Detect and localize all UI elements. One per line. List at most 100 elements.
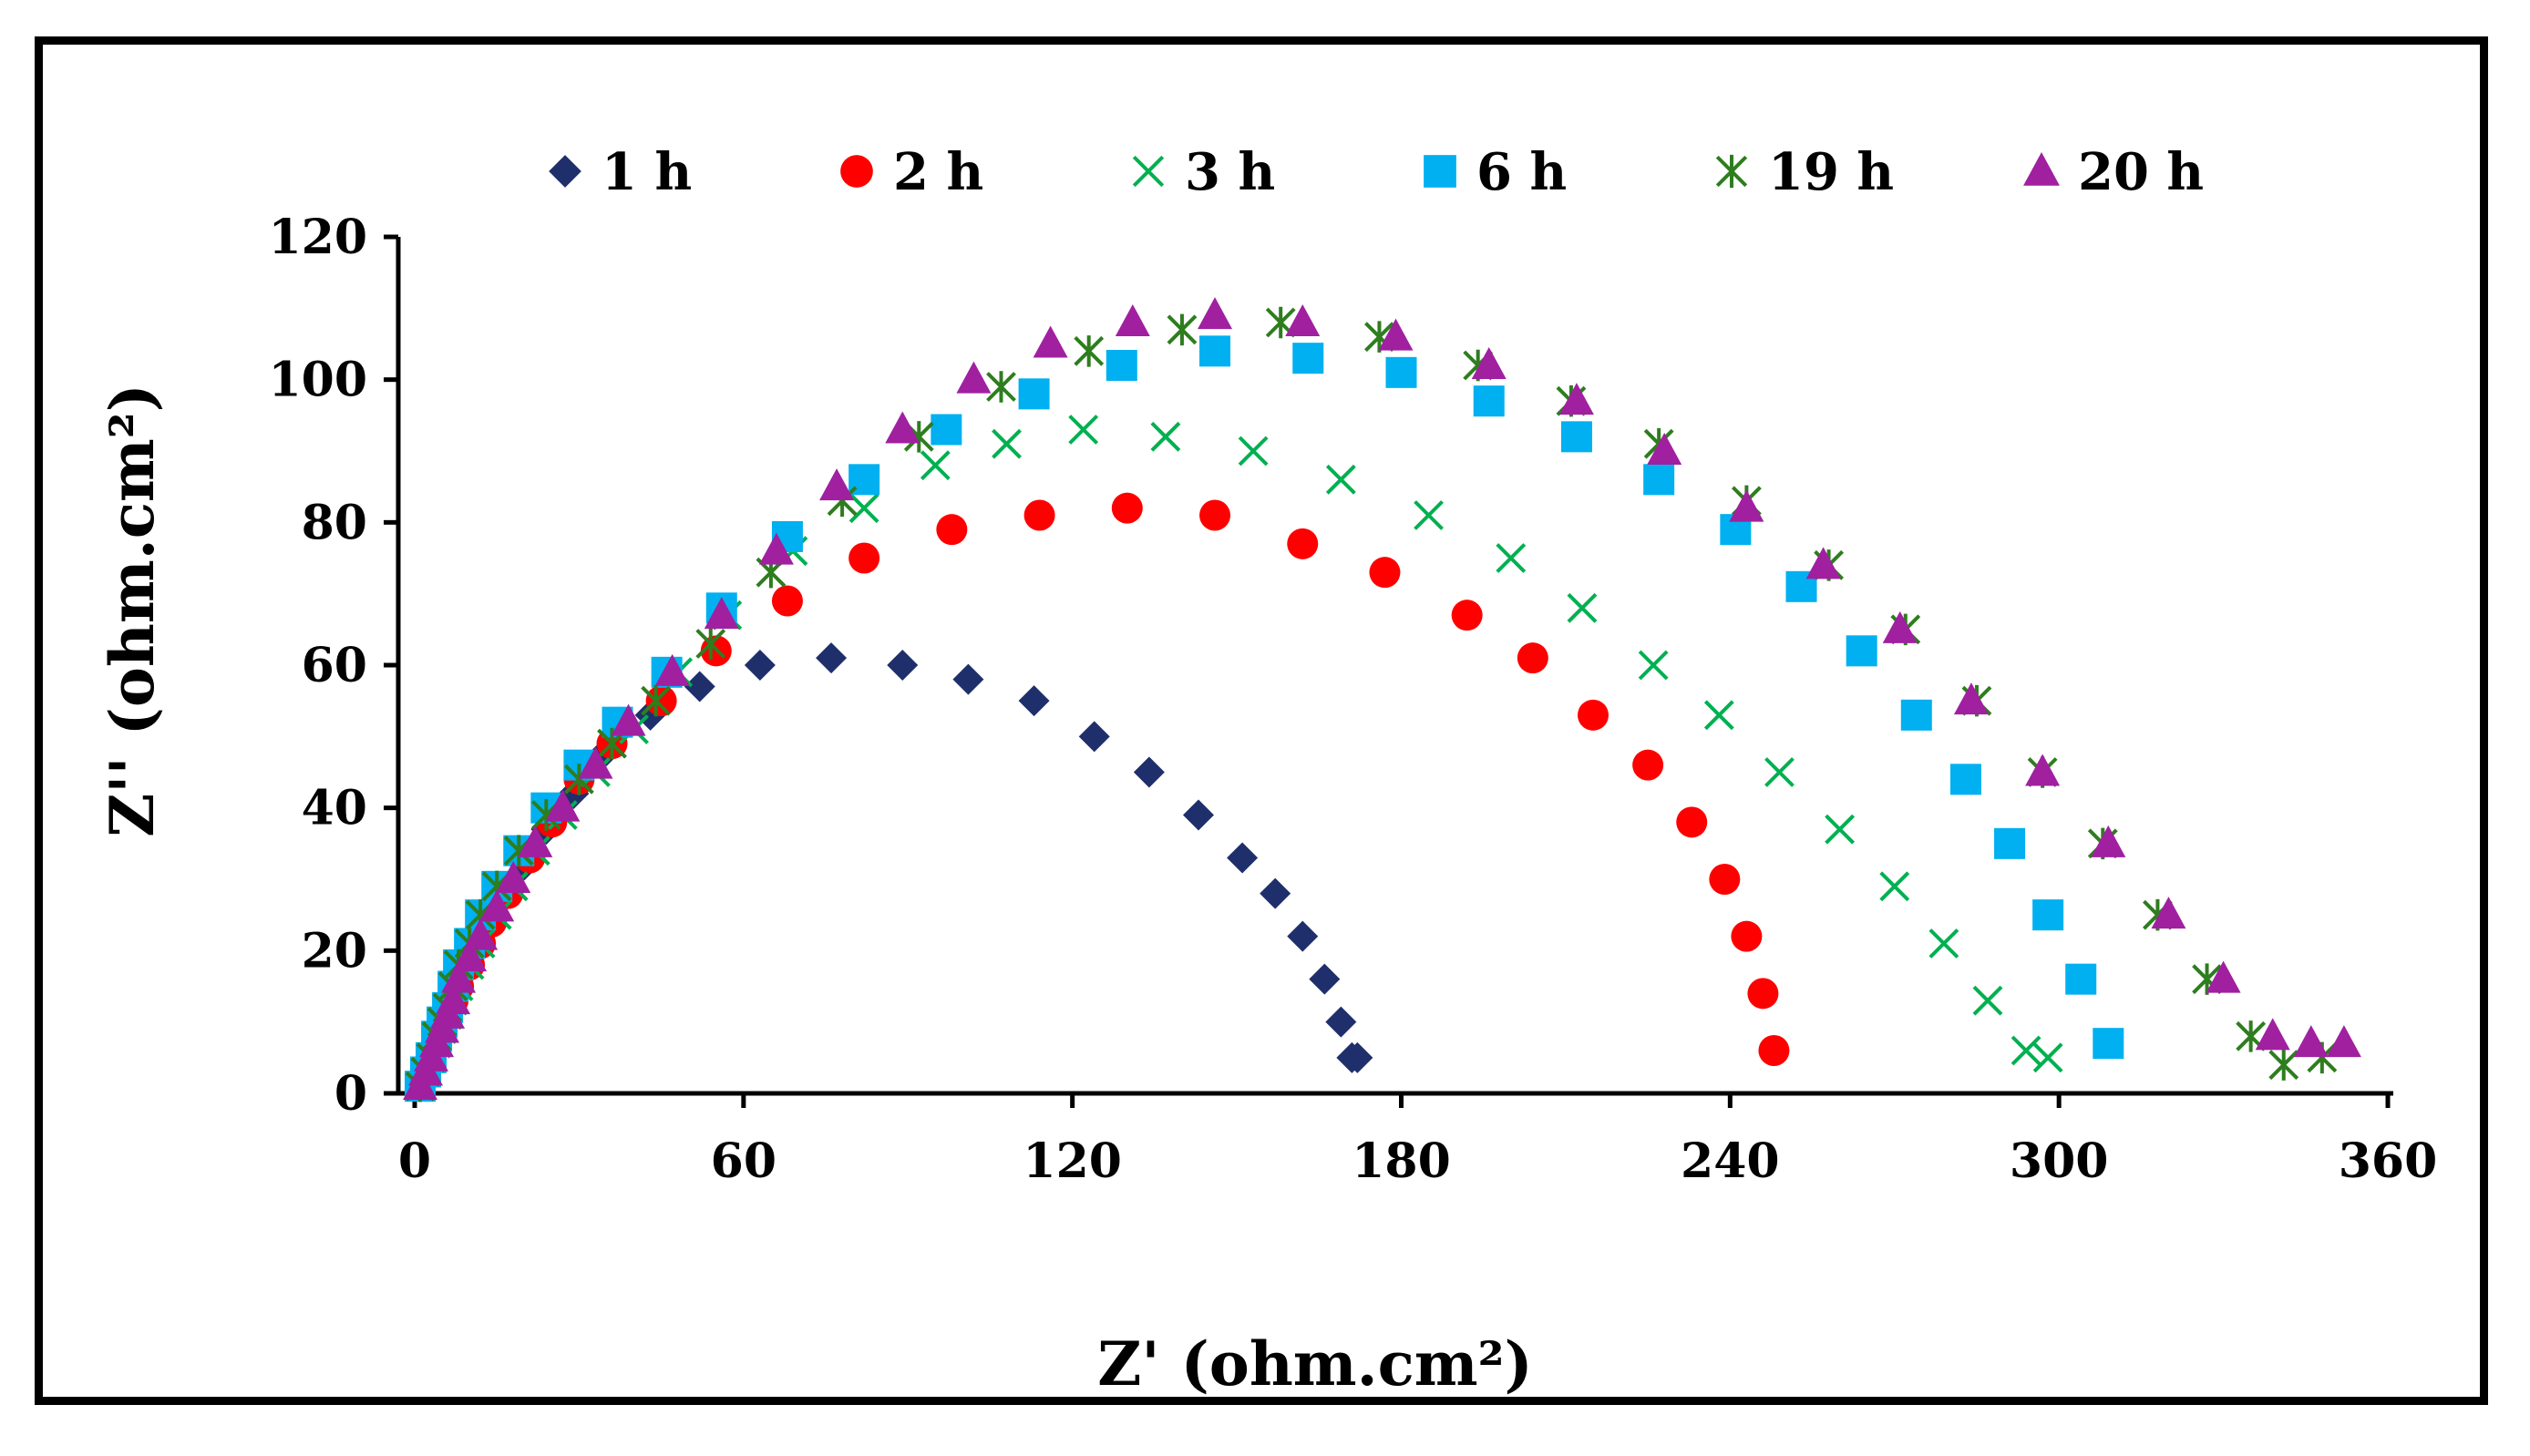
data-point	[1369, 557, 1401, 589]
data-point	[1764, 757, 1795, 787]
data-point	[641, 684, 672, 717]
series-1h	[405, 642, 1373, 1102]
data-point	[1496, 543, 1527, 573]
data-point	[1731, 920, 1763, 952]
data-point	[2025, 754, 2061, 786]
y-tick-label: 80	[302, 495, 367, 550]
data-point	[695, 628, 726, 660]
data-point	[704, 597, 739, 630]
data-point	[479, 889, 515, 922]
data-point	[1473, 385, 1505, 417]
data-point	[1074, 335, 1105, 367]
data-point	[848, 542, 880, 574]
data-point	[463, 918, 499, 950]
data-point	[2326, 1025, 2361, 1058]
data-point	[1879, 871, 1910, 902]
x-tick-label: 300	[2010, 1133, 2109, 1189]
data-point	[2091, 825, 2126, 857]
data-point	[1182, 799, 1214, 831]
data-point	[1882, 610, 1918, 643]
data-point	[1928, 928, 1959, 959]
y-tick-label: 20	[302, 923, 367, 979]
x-tick-label: 0	[398, 1133, 431, 1189]
data-point	[611, 703, 646, 736]
data-series	[403, 297, 2361, 1102]
data-point	[1994, 827, 2026, 859]
data-point	[1825, 814, 1856, 845]
legend-label: 2 h	[893, 142, 983, 202]
data-point	[1325, 464, 1356, 495]
data-point	[1703, 700, 1734, 731]
data-point	[2293, 1025, 2329, 1058]
y-tick-label: 100	[268, 353, 367, 408]
data-point	[1378, 318, 1414, 351]
data-point	[1078, 721, 1110, 753]
data-point	[1198, 297, 1233, 330]
data-point	[1167, 313, 1198, 346]
data-point	[1287, 920, 1319, 952]
x-axis-title: Z' (ohm.cm²)	[1097, 1328, 1533, 1400]
legend-marker	[2023, 152, 2060, 186]
data-point	[2255, 1018, 2290, 1051]
data-point	[1567, 592, 1598, 623]
data-point	[452, 939, 488, 972]
data-point	[1560, 421, 1592, 453]
data-point	[992, 428, 1022, 459]
data-point	[1805, 547, 1841, 579]
data-point	[816, 642, 848, 674]
data-point	[1451, 600, 1483, 631]
data-point	[2151, 897, 2186, 929]
data-point	[1033, 325, 1068, 358]
legend-label: 6 h	[1476, 142, 1567, 202]
data-point	[2032, 899, 2064, 931]
data-point	[436, 982, 471, 1015]
data-point	[931, 414, 962, 446]
data-point	[956, 361, 992, 394]
data-point	[1385, 356, 1417, 388]
x-tick-label: 180	[1352, 1133, 1451, 1189]
y-tick-label: 0	[334, 1066, 367, 1122]
data-point	[1949, 764, 1981, 795]
legend-label: 3 h	[1185, 142, 1275, 202]
data-point	[1471, 347, 1507, 379]
data-point	[885, 411, 920, 444]
legend-label: 1 h	[602, 142, 692, 202]
data-point	[1577, 699, 1609, 731]
chart-frame	[35, 36, 2488, 1405]
data-point	[1643, 464, 1675, 496]
y-tick-label: 40	[302, 781, 367, 836]
legend-marker	[549, 155, 581, 188]
data-point	[1309, 963, 1341, 995]
data-point	[1111, 492, 1143, 524]
data-point	[2093, 1028, 2124, 1060]
data-point	[496, 861, 531, 893]
series-20h	[403, 297, 2361, 1101]
legend-label: 19 h	[1768, 142, 1894, 202]
data-point	[1900, 699, 1932, 731]
data-point	[1260, 877, 1291, 909]
data-point	[578, 746, 613, 779]
y-axis-title: Z'' (ohm.cm²)	[97, 384, 168, 837]
data-point	[1647, 433, 1682, 465]
data-point	[1558, 383, 1594, 415]
data-point	[2206, 960, 2241, 993]
data-point	[2065, 963, 2097, 995]
data-point	[1287, 528, 1319, 559]
data-point	[1758, 1035, 1790, 1066]
data-point	[1018, 378, 1050, 410]
data-point	[1325, 1006, 1357, 1038]
series-3h	[405, 415, 2063, 1102]
data-point	[2011, 1035, 2041, 1066]
data-point	[1729, 489, 1764, 522]
data-point	[1227, 842, 1259, 874]
data-point	[1199, 499, 1231, 531]
data-point	[1068, 415, 1099, 445]
x-tick-label: 120	[1023, 1133, 1122, 1189]
data-point	[1972, 985, 2003, 1016]
data-point	[1846, 635, 1877, 667]
data-point	[1238, 436, 1269, 467]
data-point	[771, 585, 803, 617]
data-point	[887, 650, 919, 681]
data-point	[1517, 642, 1548, 674]
